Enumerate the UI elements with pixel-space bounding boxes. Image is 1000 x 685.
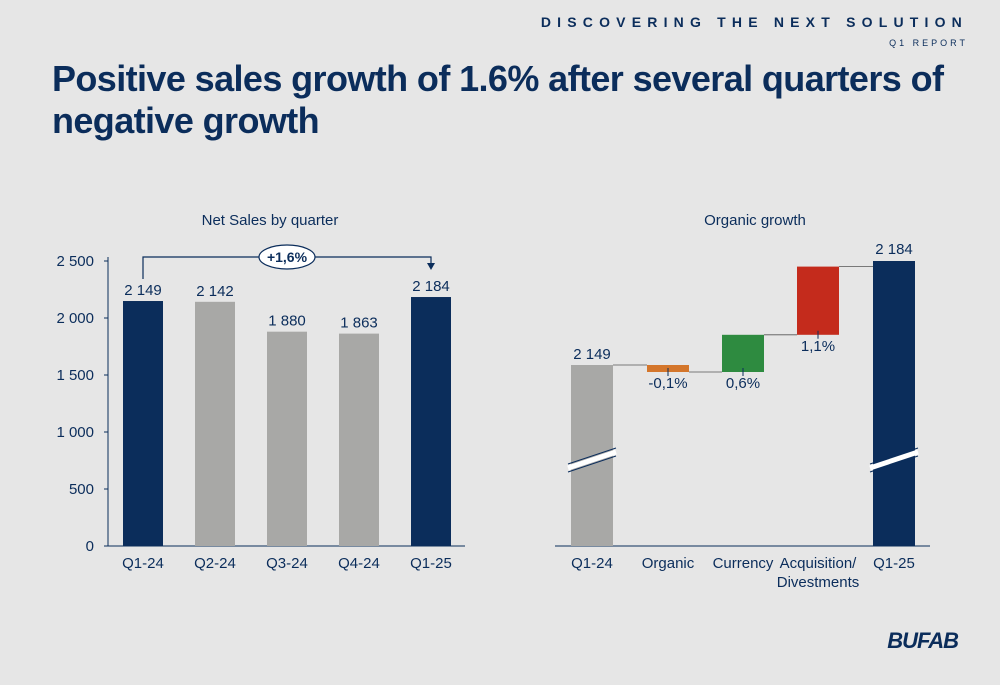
growth-annotation: +1,6% (267, 249, 308, 265)
axis-break-line (869, 455, 919, 473)
y-tick-label: 500 (69, 481, 94, 498)
data-label: 0,6% (726, 375, 760, 392)
axis-break-line (567, 455, 617, 473)
data-label: 2 149 (124, 282, 162, 299)
y-tick-label: 2 500 (56, 253, 94, 270)
axis-break (567, 449, 617, 471)
x-tick-label: Q2-24 (194, 555, 236, 572)
data-label: 1,1% (801, 338, 835, 355)
data-label: 1 863 (340, 315, 378, 332)
waterfall-bar (873, 261, 915, 546)
net-sales-chart: Net Sales by quarter 0 500 1 000 1 500 2 000 2… (56, 212, 465, 572)
x-tick-label: Q1-24 (571, 555, 613, 572)
x-tick-label: Organic (642, 555, 695, 572)
tagline: DISCOVERING THE NEXT SOLUTION (540, 14, 968, 30)
bar (411, 297, 451, 546)
y-tick-label: 1 500 (56, 367, 94, 384)
arrow-head (427, 263, 435, 271)
data-label: 1 880 (268, 313, 306, 330)
data-label: -0,1% (648, 375, 687, 392)
axis-break-line (567, 447, 617, 465)
growth-badge (258, 244, 316, 270)
x-tick-label: Q1-25 (873, 555, 915, 572)
axis-break (869, 449, 919, 471)
bar (267, 331, 307, 546)
x-tick-label: Divestments (777, 574, 860, 591)
bar (339, 333, 379, 546)
bar (123, 301, 163, 546)
axis-break-line (869, 447, 919, 465)
x-tick-label: Q1-24 (122, 555, 164, 572)
data-label: 2 142 (196, 283, 234, 300)
x-tick-label: Acquisition/ (780, 555, 858, 572)
chart-title: Organic growth (704, 212, 806, 229)
data-label: 2 184 (875, 241, 913, 258)
x-tick-label: Currency (713, 555, 774, 572)
waterfall-bar (722, 334, 764, 372)
page-title: Positive sales growth of 1.6% after seve… (52, 58, 944, 141)
y-tick-label: 2 000 (56, 310, 94, 327)
x-tick-label: Q1-25 (410, 555, 452, 572)
organic-growth-chart: Organic growth 2 149 Q1-24 -0,1% Organic 0,6%… (555, 212, 930, 591)
x-tick-label: Q3-24 (266, 555, 308, 572)
chart-title: Net Sales by quarter (202, 212, 339, 229)
bufab-logo: BUFAB (887, 628, 959, 653)
y-tick-label: 0 (86, 538, 94, 555)
bar (195, 301, 235, 546)
data-label: 2 184 (412, 278, 450, 295)
waterfall-bar (797, 266, 839, 335)
y-tick-label: 1 000 (56, 424, 94, 441)
x-tick-label: Q4-24 (338, 555, 380, 572)
data-label: 2 149 (573, 346, 611, 363)
report-label: Q1 REPORT (889, 38, 968, 48)
